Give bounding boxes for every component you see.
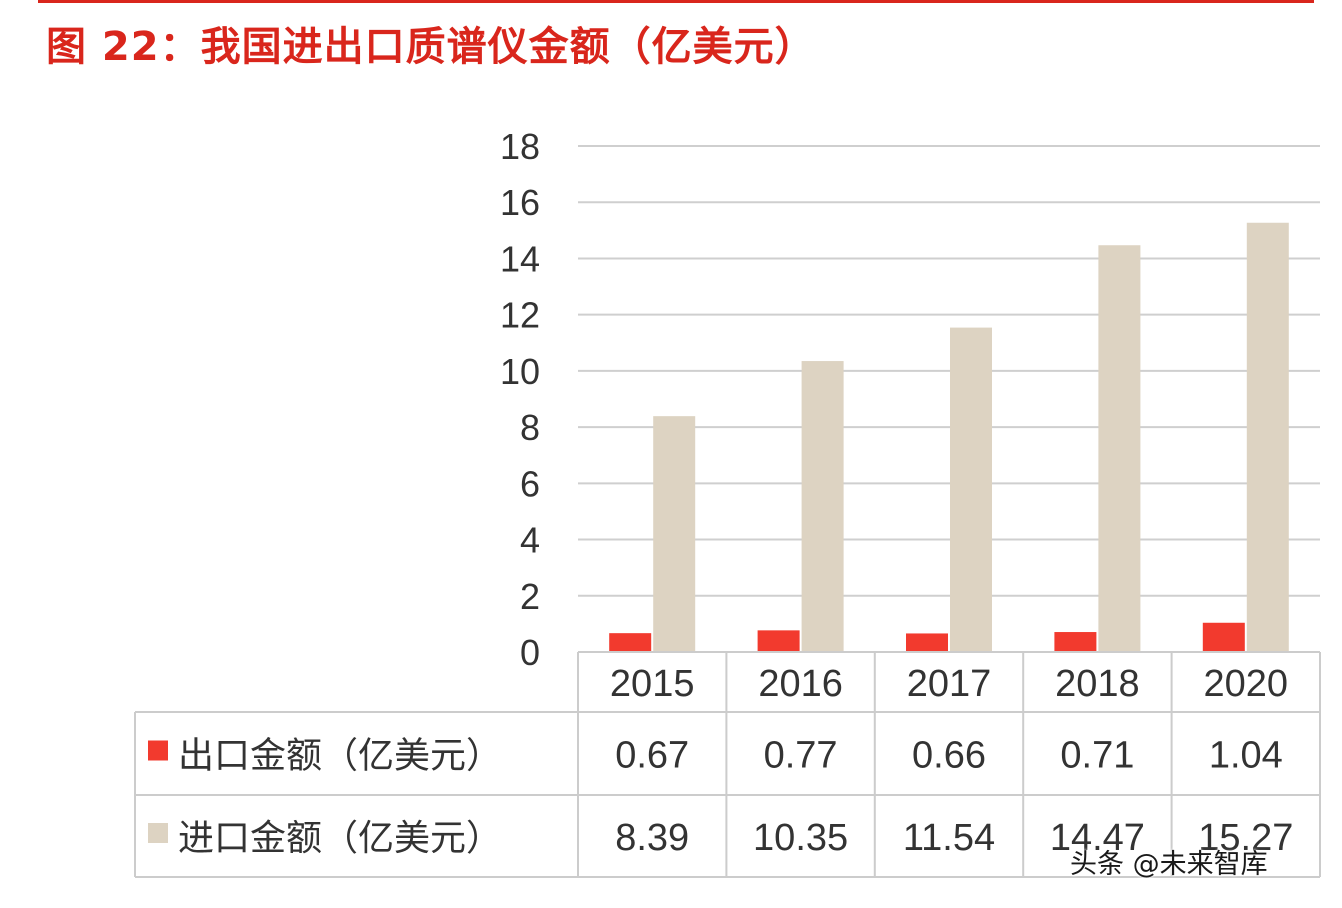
export-bar <box>609 633 652 652</box>
data-label: 1.04 <box>1209 735 1283 777</box>
export-bar <box>906 633 948 652</box>
y-tick-label: 12 <box>500 295 540 336</box>
data-label: 15.27 <box>1198 817 1293 859</box>
bars <box>609 222 1289 652</box>
y-tick-label: 16 <box>500 182 540 223</box>
data-label: 0.77 <box>764 735 838 777</box>
export-bar <box>1054 632 1097 652</box>
x-category-label: 2018 <box>1055 663 1140 705</box>
grid-lines <box>578 145 1320 597</box>
data-label: 8.39 <box>615 817 689 859</box>
y-tick-label: 6 <box>520 463 540 504</box>
import-bar <box>1246 222 1289 652</box>
y-tick-label: 18 <box>500 126 540 167</box>
top-rule <box>38 0 1314 3</box>
data-label: 0.66 <box>912 735 986 777</box>
y-tick-label: 0 <box>520 632 540 673</box>
x-category-label: 2015 <box>610 663 695 705</box>
import-bar <box>801 361 844 652</box>
import-bar <box>1098 245 1141 652</box>
data-label: 14.47 <box>1050 817 1145 859</box>
data-label: 0.71 <box>1060 735 1134 777</box>
data-label: 0.67 <box>615 735 689 777</box>
series-name: 进口金额（亿美元） <box>178 818 502 859</box>
series-name: 出口金额（亿美元） <box>178 736 502 777</box>
y-tick-label: 4 <box>520 520 540 561</box>
y-tick-label: 2 <box>520 576 540 617</box>
y-tick-label: 8 <box>520 407 540 448</box>
watermark: 头条 @未来智库 <box>1070 849 1268 880</box>
data-table: 2015 2016 2017 2018 2020 出口金额（亿美元） 0.67 0.77 0.6… <box>134 651 1321 878</box>
y-tick-label: 14 <box>500 238 540 279</box>
import-bar <box>653 416 696 652</box>
data-label: 10.35 <box>753 817 848 859</box>
y-axis-ticks: 0 2 4 6 8 10 12 14 16 18 <box>500 126 540 673</box>
x-category-label: 2017 <box>907 663 992 705</box>
legend-key-import <box>148 823 168 843</box>
export-bar <box>757 630 800 652</box>
figure-title: 图 22：我国进出口质谱仪金额（亿美元） <box>46 24 816 70</box>
import-bar <box>950 327 992 652</box>
x-category-label: 2016 <box>758 663 843 705</box>
export-bar <box>1202 622 1245 652</box>
x-category-label: 2020 <box>1204 663 1289 705</box>
legend-key-export <box>148 740 168 761</box>
data-label: 11.54 <box>903 817 995 859</box>
y-tick-label: 10 <box>500 351 540 392</box>
